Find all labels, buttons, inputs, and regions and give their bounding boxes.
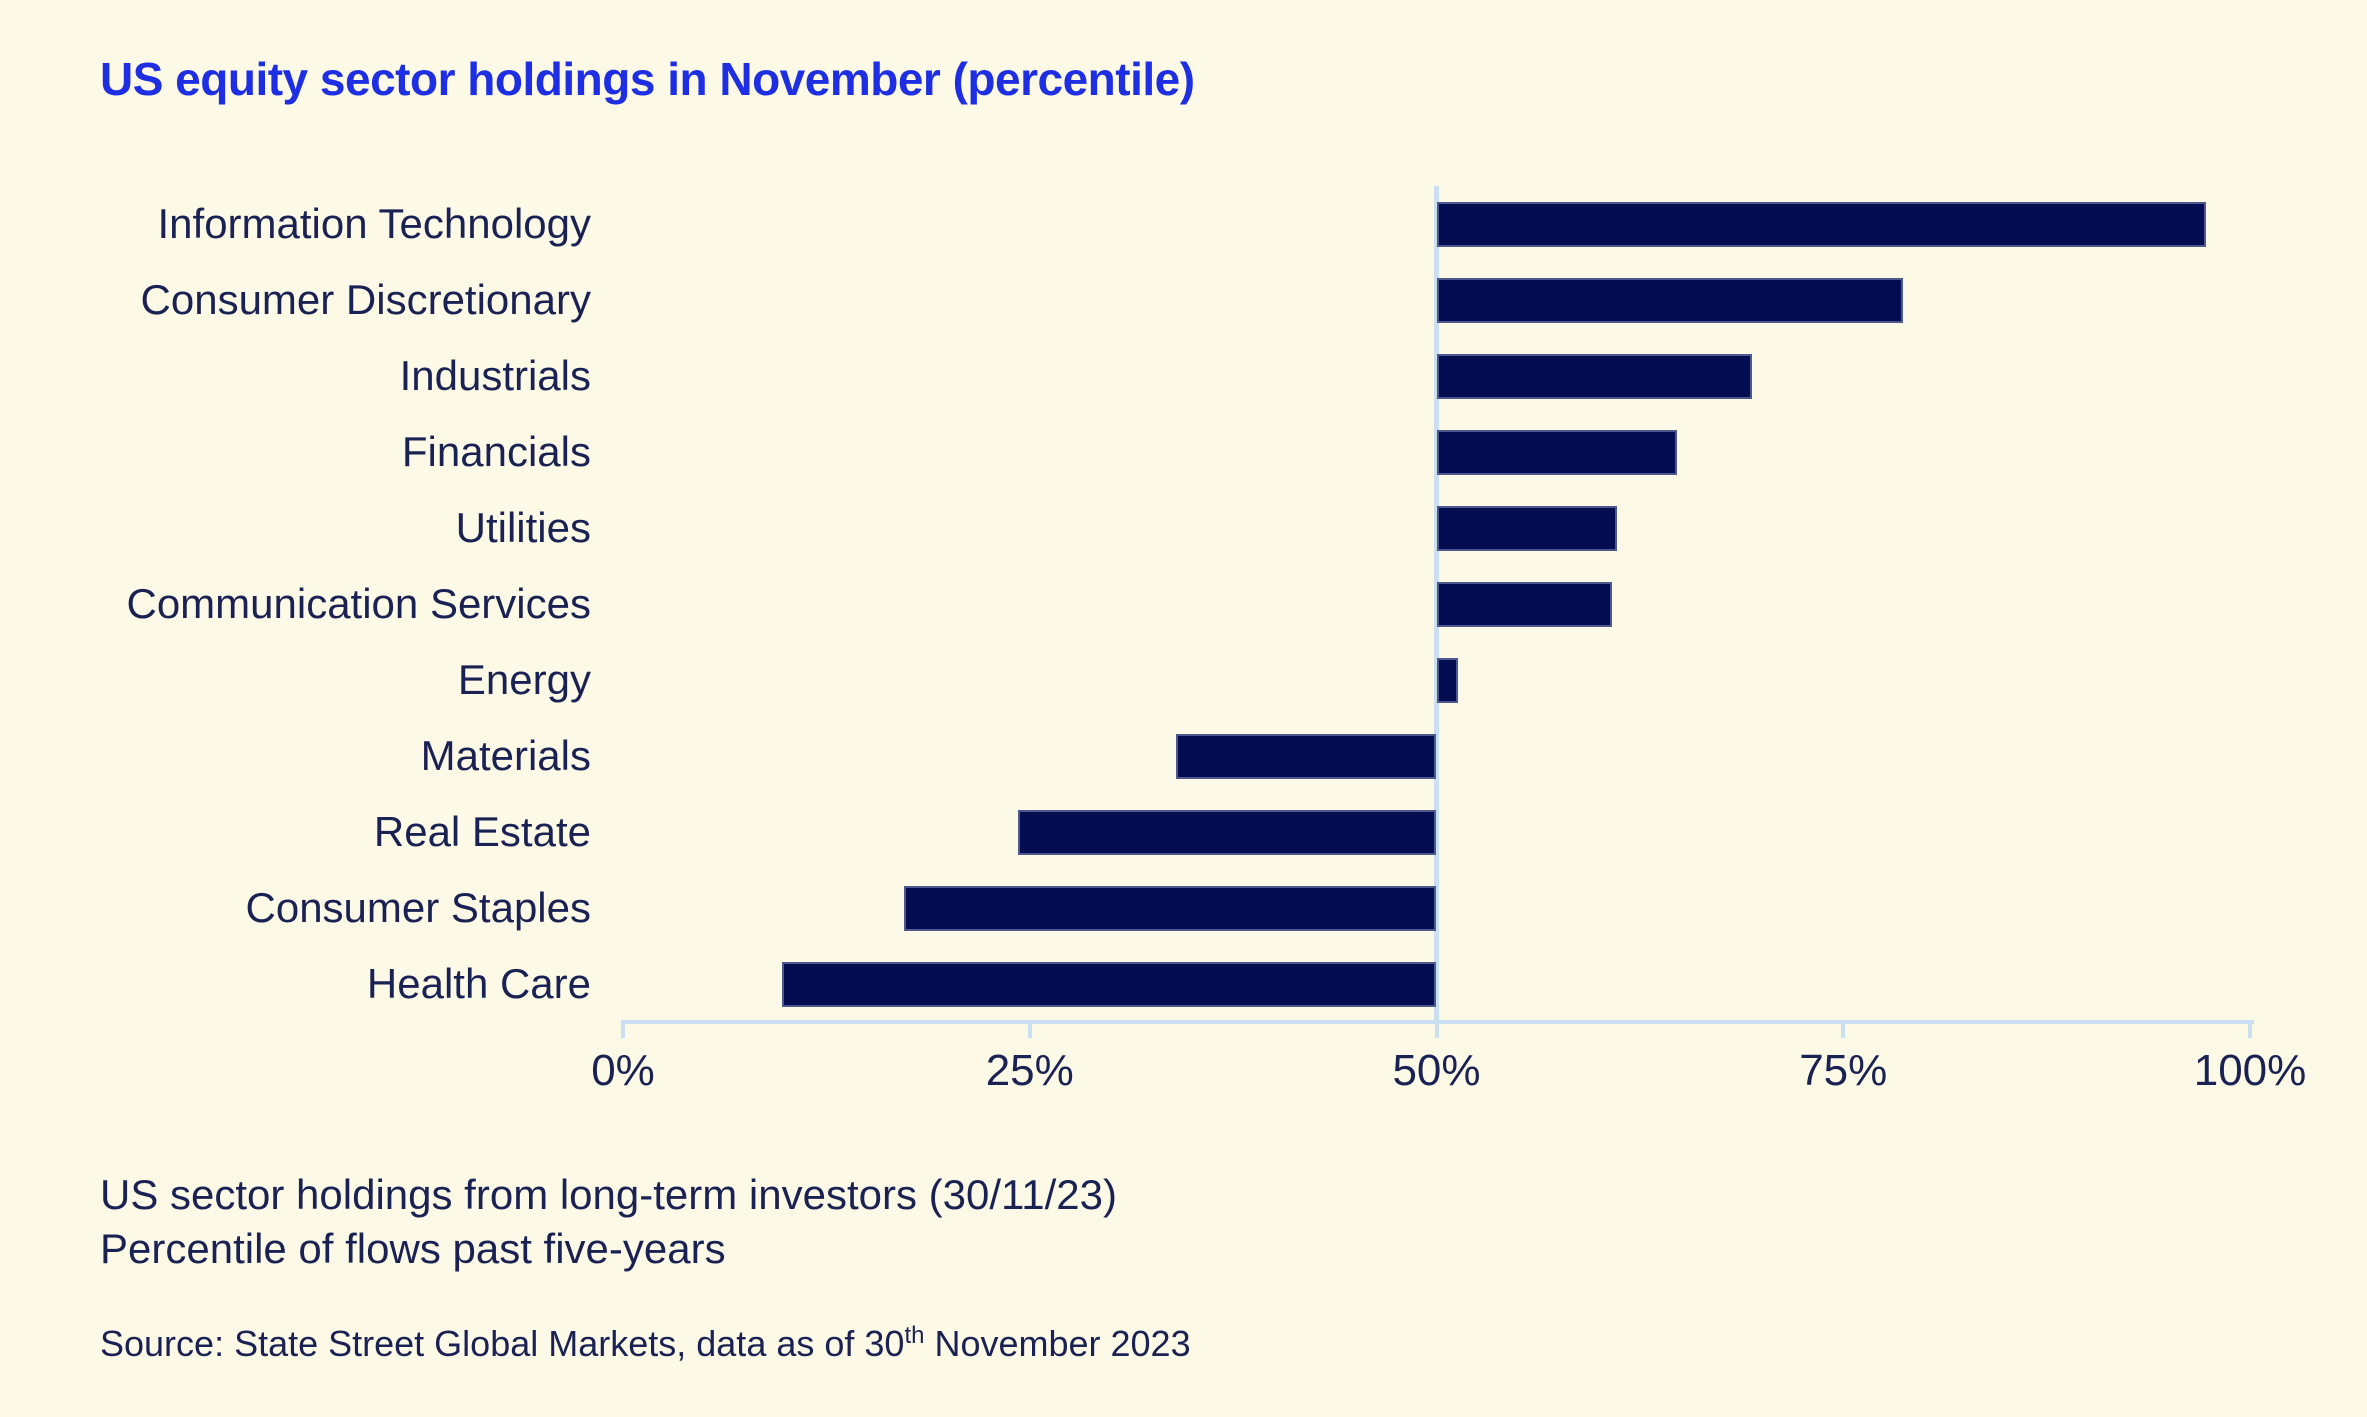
x-axis-tick-0pct (621, 1020, 625, 1038)
chart-title: US equity sector holdings in November (p… (100, 53, 1195, 105)
x-axis-label-25pct: 25% (985, 1046, 1074, 1095)
x-axis-label-75pct: 75% (1799, 1046, 1888, 1095)
source-text-suffix: November 2023 (924, 1323, 1191, 1364)
x-axis-label-100pct: 100% (2193, 1046, 2307, 1095)
category-label-information-technology: Information Technology (157, 200, 592, 247)
category-label-consumer-discretionary: Consumer Discretionary (140, 276, 591, 323)
x-axis-label-0pct: 0% (591, 1046, 655, 1095)
source-text-prefix: Source: State Street Global Markets, dat… (100, 1323, 905, 1364)
bar-consumer-discretionary (1436, 277, 1904, 323)
chart-footnote: US sector holdings from long-term invest… (100, 1168, 1117, 1276)
x-axis-tick-50pct (1434, 1020, 1439, 1038)
bar-information-technology (1436, 201, 2207, 247)
footnote-line-2: Percentile of flows past five-years (100, 1225, 726, 1272)
bar-industrials (1436, 353, 1753, 399)
x-axis-line (623, 1020, 2254, 1024)
category-label-financials: Financials (401, 428, 591, 475)
plot-area (623, 186, 2250, 1024)
bar-real-estate (1018, 809, 1437, 855)
category-label-industrials: Industrials (399, 352, 591, 399)
bar-materials (1176, 733, 1437, 779)
x-axis-tick-100pct (2248, 1020, 2252, 1038)
category-label-consumer-staples: Consumer Staples (245, 884, 592, 931)
bar-consumer-staples (904, 885, 1437, 931)
bar-energy (1436, 657, 1458, 703)
category-label-materials: Materials (420, 732, 591, 779)
x-axis-tick-25pct (1027, 1020, 1032, 1038)
bar-utilities (1436, 505, 1618, 551)
bar-financials (1436, 429, 1678, 475)
category-label-communication-services: Communication Services (126, 580, 591, 627)
bar-communication-services (1436, 581, 1613, 627)
category-label-health-care: Health Care (366, 960, 591, 1007)
category-label-utilities: Utilities (455, 504, 591, 551)
category-labels: Information Technology Consumer Discretio… (0, 186, 591, 1022)
x-axis-tick-75pct (1841, 1020, 1846, 1038)
category-label-energy: Energy (457, 656, 591, 703)
x-axis-label-50pct: 50% (1392, 1046, 1481, 1095)
category-label-real-estate: Real Estate (373, 808, 591, 855)
bar-health-care (782, 961, 1437, 1007)
source-line: Source: State Street Global Markets, dat… (100, 1322, 1191, 1365)
source-superscript: th (904, 1322, 925, 1349)
footnote-line-1: US sector holdings from long-term invest… (100, 1171, 1117, 1218)
